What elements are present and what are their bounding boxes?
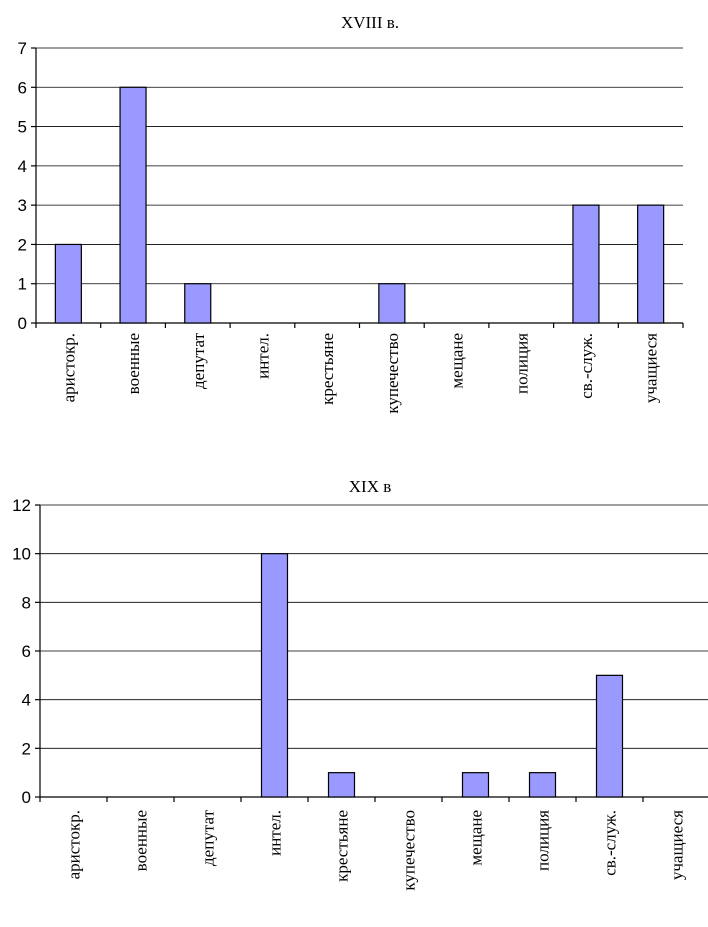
bar	[637, 204, 665, 324]
bar	[260, 553, 289, 798]
y-tick-label: 0	[22, 788, 31, 807]
y-tick-label: 0	[18, 314, 27, 333]
bar	[54, 243, 82, 324]
x-tick-label: полиция	[534, 810, 553, 871]
x-tick-label: депутат	[199, 809, 218, 866]
x-tick-label: интел.	[266, 810, 285, 856]
y-tick-label: 12	[12, 496, 31, 515]
bar	[378, 283, 406, 324]
x-tick-label: купечество	[400, 810, 419, 891]
bar	[119, 86, 147, 324]
y-tick-label: 10	[12, 545, 31, 564]
x-tick-label: учащиеся	[668, 810, 687, 880]
bar	[595, 674, 624, 798]
x-tick-label: интел.	[253, 333, 272, 379]
y-tick-label: 3	[18, 196, 27, 215]
x-tick-label: мещане	[467, 810, 486, 866]
x-tick-label: св.-служ.	[577, 333, 596, 399]
bar	[327, 772, 356, 798]
chart-title: XIX в	[349, 477, 392, 496]
x-tick-label: полиция	[512, 333, 531, 394]
x-tick-label: крестьяне	[318, 333, 337, 405]
x-tick-label: депутат	[189, 332, 208, 389]
x-tick-label: аристокр.	[59, 333, 78, 402]
x-tick-label: учащиеся	[642, 333, 661, 403]
bar	[528, 772, 557, 798]
y-tick-label: 6	[22, 642, 31, 661]
y-tick-label: 8	[22, 593, 31, 612]
y-tick-label: 2	[22, 739, 31, 758]
x-tick-label: военные	[132, 810, 151, 871]
y-tick-label: 4	[18, 157, 27, 176]
y-tick-label: 1	[18, 275, 27, 294]
chart-xix: XIX в 0 2 4 6 8 10 12 аристокр. военные депутат ин…	[12, 477, 708, 891]
chart-title: XVIII в.	[341, 13, 399, 32]
bar	[461, 772, 490, 798]
y-tick-label: 7	[18, 39, 27, 58]
y-tick-label: 2	[18, 235, 27, 254]
x-tick-label: военные	[124, 333, 143, 394]
bar	[572, 204, 600, 324]
x-tick-label: аристокр.	[65, 810, 84, 879]
x-tick-label: мещане	[448, 333, 467, 389]
y-tick-label: 6	[18, 78, 27, 97]
bar	[184, 283, 212, 324]
chart-xviii: XVIII в. 0 1 2 3 4 5 6 7 аристокр. военные депутат…	[18, 13, 684, 414]
x-tick-label: купечество	[383, 333, 402, 414]
x-tick-label: св.-служ.	[601, 810, 620, 876]
x-tick-label: крестьяне	[333, 810, 352, 882]
y-tick-label: 5	[18, 118, 27, 137]
y-tick-label: 4	[22, 691, 31, 710]
